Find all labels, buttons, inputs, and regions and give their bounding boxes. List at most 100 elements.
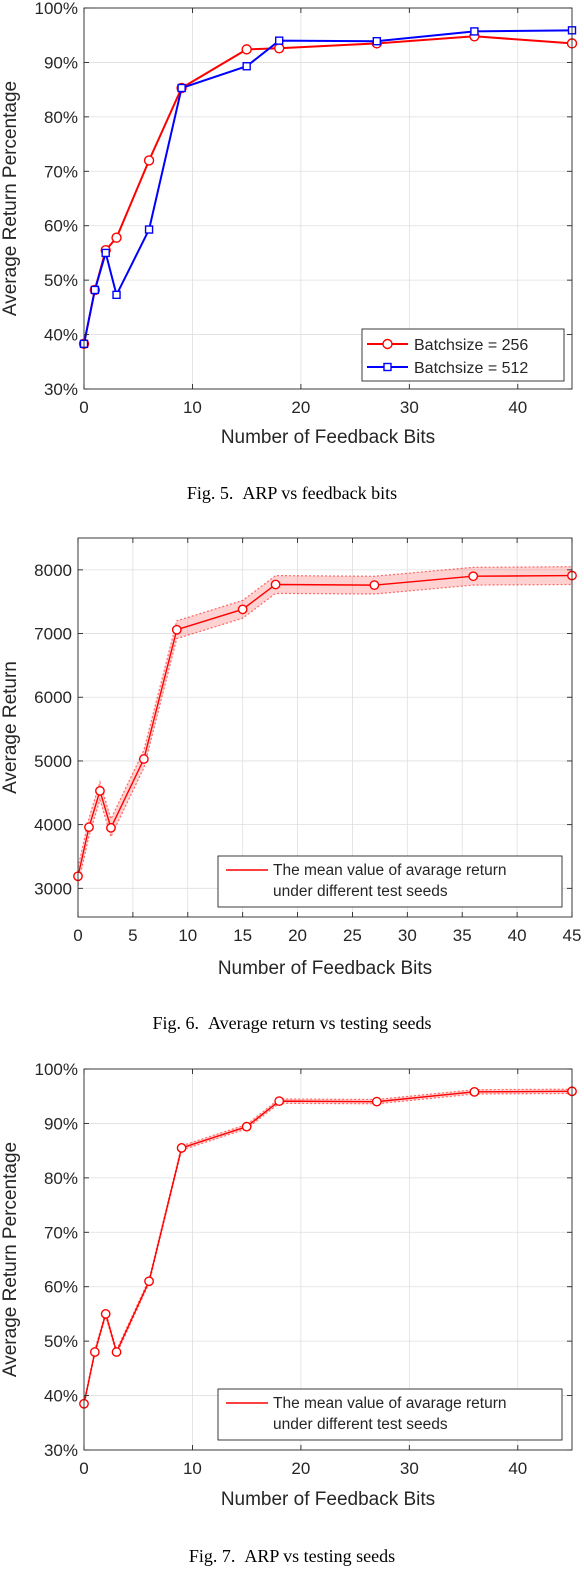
x-tick-label: 10: [178, 926, 197, 945]
x-tick-label: 40: [508, 398, 527, 417]
legend-label: The mean value of avarage return: [273, 1395, 507, 1412]
y-axis-label: Average Return Percentage: [0, 81, 21, 316]
x-tick-label: 20: [291, 1459, 310, 1478]
data-point: [138, 754, 149, 764]
y-tick-label: 3000: [34, 879, 72, 898]
y-tick-label: 40%: [44, 326, 78, 345]
figure-caption: Fig. 5. ARP vs feedback bits: [187, 483, 397, 503]
legend-marker: [382, 338, 393, 350]
y-tick-label: 30%: [44, 1441, 78, 1460]
data-point: [177, 83, 186, 93]
legend-label: Batchsize = 512: [414, 360, 528, 377]
y-tick-label: 90%: [44, 53, 78, 72]
data-point: [274, 1096, 285, 1107]
x-axis-label: Number of Feedback Bits: [221, 1489, 435, 1510]
x-tick-label: 0: [79, 1459, 88, 1478]
data-point: [143, 155, 155, 166]
figure-caption: Fig. 7. ARP vs testing seeds: [189, 1546, 395, 1566]
data-point: [241, 44, 252, 55]
y-tick-label: 6000: [34, 688, 72, 707]
data-point: [270, 579, 281, 590]
legend: The mean value of avarage return under di…: [217, 855, 563, 908]
legend-label: Batchsize = 256: [414, 337, 528, 354]
x-tick-label: 30: [400, 398, 419, 417]
y-tick-label: 60%: [44, 217, 78, 236]
data-point: [176, 1143, 187, 1153]
y-tick-label: 100%: [35, 1060, 78, 1079]
x-tick-label: 45: [563, 926, 582, 945]
y-tick-label: 50%: [44, 1332, 78, 1351]
plot-area: [84, 8, 572, 389]
data-point: [84, 822, 94, 833]
x-tick-label: 20: [288, 926, 307, 945]
y-tick-label: 80%: [44, 108, 78, 127]
x-tick-label: 40: [508, 926, 527, 945]
axes-box: [77, 537, 573, 918]
data-point: [144, 225, 154, 234]
data-point: [242, 62, 251, 71]
y-tick-label: 8000: [34, 561, 72, 580]
data-point: [369, 580, 380, 591]
y-tick-label: 70%: [44, 162, 78, 181]
x-tick-label: 30: [400, 1459, 419, 1478]
legend: The mean value of avarage return under di…: [217, 1388, 563, 1441]
chart-5: 0 10 20 30 40 30% 40% 50% 60% 70% 80% 90% 100% Number…: [0, 0, 578, 503]
x-tick-label: 10: [183, 1459, 202, 1478]
legend-marker: [383, 362, 392, 372]
legend-label: under different test seeds: [273, 883, 448, 900]
y-tick-label: 50%: [44, 271, 78, 290]
x-tick-label: 0: [73, 926, 82, 945]
x-tick-label: 35: [453, 926, 472, 945]
data-point: [241, 1121, 252, 1132]
data-point: [274, 43, 285, 54]
legend-box: [361, 328, 565, 382]
data-point: [237, 604, 248, 615]
y-tick-label: 80%: [44, 1169, 78, 1188]
axes-box: [83, 1068, 573, 1451]
data-point: [90, 285, 100, 295]
data-point: [468, 571, 479, 582]
x-tick-label: 30: [398, 926, 417, 945]
x-axis-label: Number of Feedback Bits: [221, 427, 435, 448]
data-point: [470, 27, 479, 36]
data-point: [469, 1086, 480, 1097]
data-point: [171, 624, 182, 635]
x-tick-label: 10: [183, 398, 202, 417]
series-1: [73, 566, 577, 886]
x-axis-label: Number of Feedback Bits: [218, 958, 432, 979]
data-point: [95, 785, 105, 796]
y-tick-label: 60%: [44, 1278, 78, 1297]
figure-caption: Fig. 6. Average return vs testing seeds: [152, 1013, 431, 1033]
y-tick-label: 30%: [44, 380, 78, 399]
plot-area: [84, 1069, 572, 1450]
legend-label: under different test seeds: [273, 1416, 448, 1433]
data-point: [111, 1347, 122, 1357]
data-point: [89, 1347, 100, 1357]
x-tick-label: 25: [343, 926, 362, 945]
x-tick-label: 15: [233, 926, 252, 945]
data-point: [100, 1309, 111, 1319]
data-point: [101, 248, 110, 258]
y-axis-label: Average Return Percentage: [0, 1142, 21, 1377]
y-tick-label: 70%: [44, 1223, 78, 1242]
legend-label: The mean value of avarage return: [273, 862, 507, 879]
legend: Batchsize = 256 Batchsize = 512: [361, 328, 565, 382]
data-point: [106, 822, 116, 833]
legend-box: [217, 1388, 563, 1441]
y-tick-label: 100%: [35, 0, 78, 18]
x-tick-label: 0: [79, 398, 88, 417]
y-tick-label: 40%: [44, 1387, 78, 1406]
data-point: [144, 1276, 154, 1287]
x-tick-label: 20: [291, 398, 310, 417]
y-tick-label: 5000: [34, 752, 72, 771]
axes-box: [83, 7, 573, 390]
chart-7: 0 10 20 30 40 30% 40% 50% 60% 70% 80% 90% 100% Number…: [0, 1060, 577, 1566]
data-point: [111, 232, 122, 243]
data-point: [371, 1096, 382, 1107]
plot-area: [78, 538, 572, 917]
y-tick-label: 4000: [34, 816, 72, 835]
legend-box: [217, 855, 563, 908]
x-tick-label: 40: [508, 1459, 527, 1478]
x-tick-label: 5: [128, 926, 137, 945]
